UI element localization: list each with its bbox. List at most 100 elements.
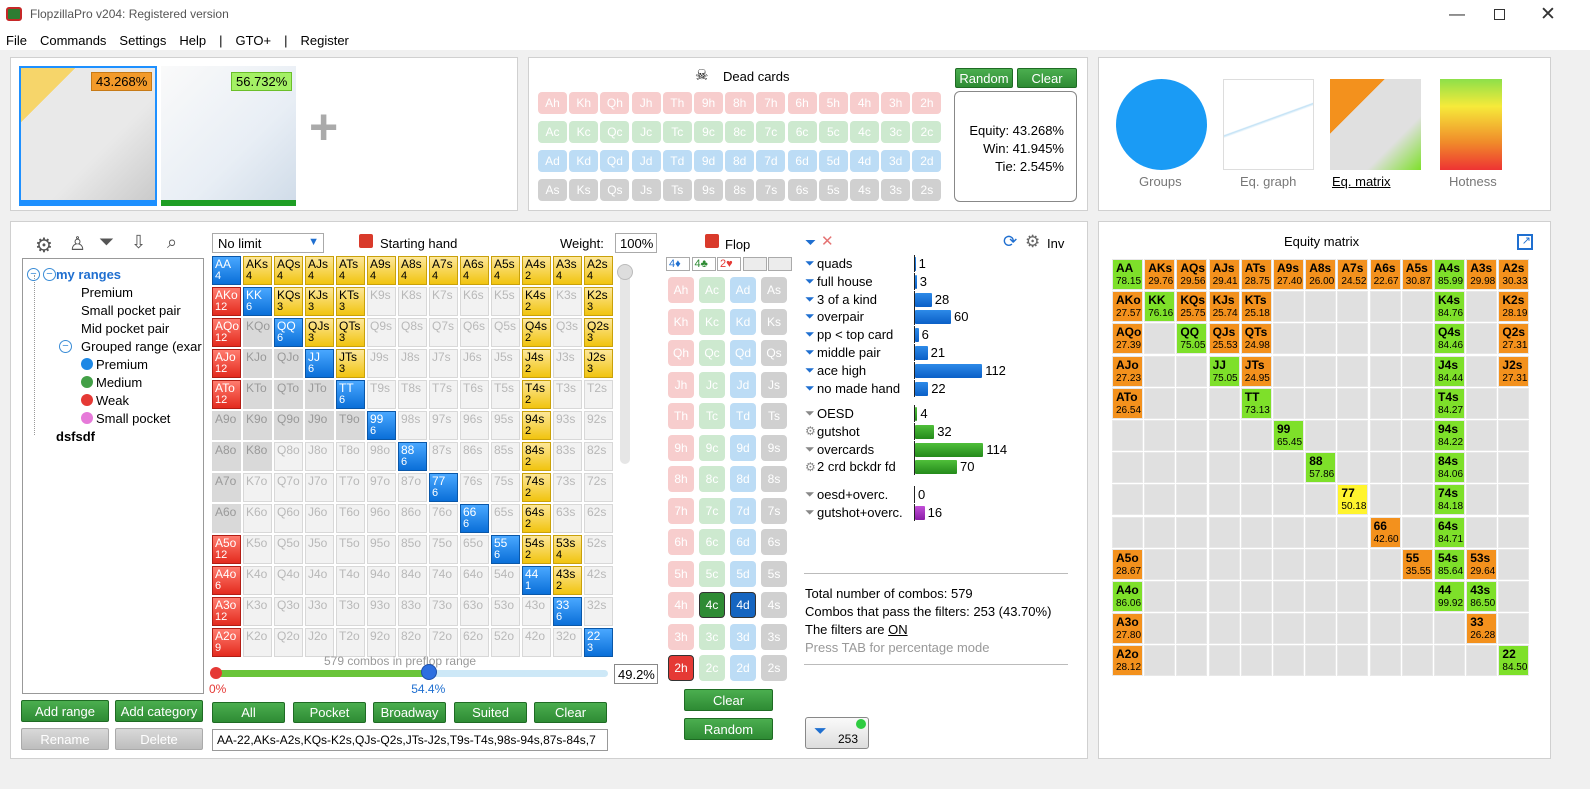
hand-cell[interactable]: AKs 4 (243, 256, 272, 285)
dead-card-2d[interactable]: 2d (912, 150, 942, 172)
player-icon[interactable]: ♙ (69, 234, 87, 255)
equity-cell[interactable] (1337, 420, 1369, 451)
hand-cell[interactable]: 42s (584, 566, 613, 595)
hand-cell[interactable]: J9o (305, 411, 334, 440)
hand-cell[interactable]: 62s (584, 504, 613, 533)
filter-icon[interactable]: ⏷ (99, 232, 115, 253)
equity-cell[interactable] (1112, 516, 1143, 548)
maximize-icon[interactable] (1494, 9, 1505, 20)
dead-card-3s[interactable]: 3s (881, 179, 911, 201)
equity-cell[interactable] (1369, 323, 1401, 355)
hand-cell[interactable]: JJ 6 (305, 349, 334, 378)
flop-card-9h[interactable]: 9h (668, 434, 694, 461)
flop-card-tc[interactable]: Tc (699, 403, 725, 429)
hand-cell[interactable]: T6s (460, 380, 489, 409)
hand-cell[interactable]: T9s (367, 380, 396, 409)
equity-cell[interactable] (1401, 452, 1433, 484)
hand-cell[interactable]: AJo 12 (212, 349, 241, 378)
tree-subitem-premium[interactable]: Premium (81, 357, 148, 372)
hand-cell[interactable]: Q2o (274, 628, 303, 657)
flop-card-5h[interactable]: 5h (668, 560, 694, 587)
collapse-icon[interactable]: − (27, 268, 40, 281)
hand-cell[interactable]: 77 6 (429, 473, 458, 502)
hand-cell[interactable]: J7o (305, 473, 334, 502)
hand-cell[interactable]: A2s 4 (584, 256, 613, 285)
equity-cell[interactable] (1208, 516, 1240, 548)
import-icon[interactable]: ⇩ (131, 232, 147, 252)
dead-card-3d[interactable]: 3d (881, 150, 911, 172)
equity-cell[interactable] (1176, 645, 1208, 677)
hand-cell[interactable]: AQo 12 (212, 318, 241, 347)
flop-card-3c[interactable]: 3c (699, 623, 725, 650)
filter-row-oesd[interactable]: ⏷ OESD (805, 405, 854, 422)
hand-cell[interactable]: 22 3 (584, 628, 613, 657)
hand-cell[interactable]: JTo (305, 380, 334, 409)
equity-cell[interactable] (1466, 484, 1498, 516)
flop-card-3d[interactable]: 3d (730, 623, 756, 650)
dead-card-6c[interactable]: 6c (787, 121, 817, 143)
equity-cell[interactable]: AA 78.15 (1112, 259, 1143, 290)
equity-cell[interactable] (1273, 548, 1304, 580)
dead-card-2s[interactable]: 2s (912, 179, 942, 201)
equity-cell[interactable] (1240, 645, 1272, 677)
dead-card-5d[interactable]: 5d (818, 150, 848, 172)
hand-cell[interactable]: T2s (584, 380, 613, 409)
hand-cell[interactable]: A3o 12 (212, 597, 241, 626)
equity-cell[interactable] (1273, 387, 1304, 419)
hand-cell[interactable]: J5o (305, 535, 334, 564)
equity-cell[interactable] (1337, 323, 1369, 355)
rename-button[interactable]: Rename (21, 728, 109, 750)
hotness-thumb[interactable] (1440, 79, 1502, 170)
equity-cell[interactable] (1466, 291, 1498, 323)
delete-button[interactable]: Delete (115, 728, 203, 750)
popout-icon[interactable]: ↗ (1517, 234, 1533, 250)
hand-cell[interactable]: J3s (553, 349, 582, 378)
hand-cell[interactable]: T9o (336, 411, 365, 440)
filter-row-full-house[interactable]: ⏷ full house (805, 273, 873, 290)
filter-row-pp-top-card[interactable]: ⏷ pp < top card (805, 326, 893, 343)
flop-card-jc[interactable]: Jc (699, 371, 725, 398)
flop-card-7h[interactable]: 7h (668, 497, 694, 524)
hand-cell[interactable]: Q6s (460, 318, 489, 347)
flop-card-qd[interactable]: Qd (730, 340, 756, 366)
hand-cell[interactable]: 85s (491, 442, 520, 471)
dead-card-ks[interactable]: Ks (569, 179, 599, 201)
add-player-icon[interactable]: + (309, 99, 339, 155)
hand-cell[interactable]: 95s (491, 411, 520, 440)
equity-cell[interactable] (1401, 484, 1433, 516)
flop-card-5s[interactable]: 5s (761, 560, 787, 587)
hand-cell[interactable]: K3s (553, 287, 582, 316)
hand-cell[interactable]: 52o (491, 628, 520, 657)
add-category-button[interactable]: Add category (115, 700, 203, 722)
flop-card-3s[interactable]: 3s (761, 623, 787, 650)
dead-card-3h[interactable]: 3h (881, 92, 911, 114)
equity-cell[interactable] (1305, 581, 1337, 612)
board-slot[interactable] (768, 257, 792, 271)
equity-cell[interactable] (1176, 581, 1208, 612)
dead-card-qc[interactable]: Qc (600, 121, 630, 143)
filter-badge-button[interactable]: ⏷ 253 (805, 717, 869, 749)
equity-cell[interactable] (1369, 387, 1401, 419)
equity-cell[interactable] (1240, 581, 1272, 612)
equity-cell[interactable] (1208, 452, 1240, 484)
dead-card-jc[interactable]: Jc (631, 121, 661, 143)
equity-cell[interactable] (1305, 645, 1337, 677)
dead-card-js[interactable]: Js (631, 179, 661, 201)
limit-select[interactable]: No limit ▼ (212, 233, 324, 253)
equity-cell[interactable] (1498, 484, 1530, 516)
equity-cell[interactable]: 74s 84.18 (1434, 484, 1465, 516)
hand-cell[interactable]: J8s (398, 349, 427, 378)
hand-cell[interactable]: JTs 3 (336, 349, 365, 378)
equity-cell[interactable] (1369, 484, 1401, 516)
equity-cell[interactable] (1401, 323, 1433, 355)
flop-card-ks[interactable]: Ks (761, 308, 787, 335)
equity-cell[interactable]: 54s 85.64 (1434, 548, 1465, 580)
hand-cell[interactable]: K4s 2 (522, 287, 551, 316)
dead-card-kc[interactable]: Kc (569, 121, 599, 143)
dead-card-th[interactable]: Th (662, 92, 692, 114)
equity-cell[interactable]: KJs 25.74 (1208, 291, 1240, 323)
hand-cell[interactable]: T2o (336, 628, 365, 657)
hand-cell[interactable]: 94s 2 (522, 411, 551, 440)
filter-icon[interactable]: ⏷ (805, 256, 815, 270)
hand-cell[interactable]: J3o (305, 597, 334, 626)
